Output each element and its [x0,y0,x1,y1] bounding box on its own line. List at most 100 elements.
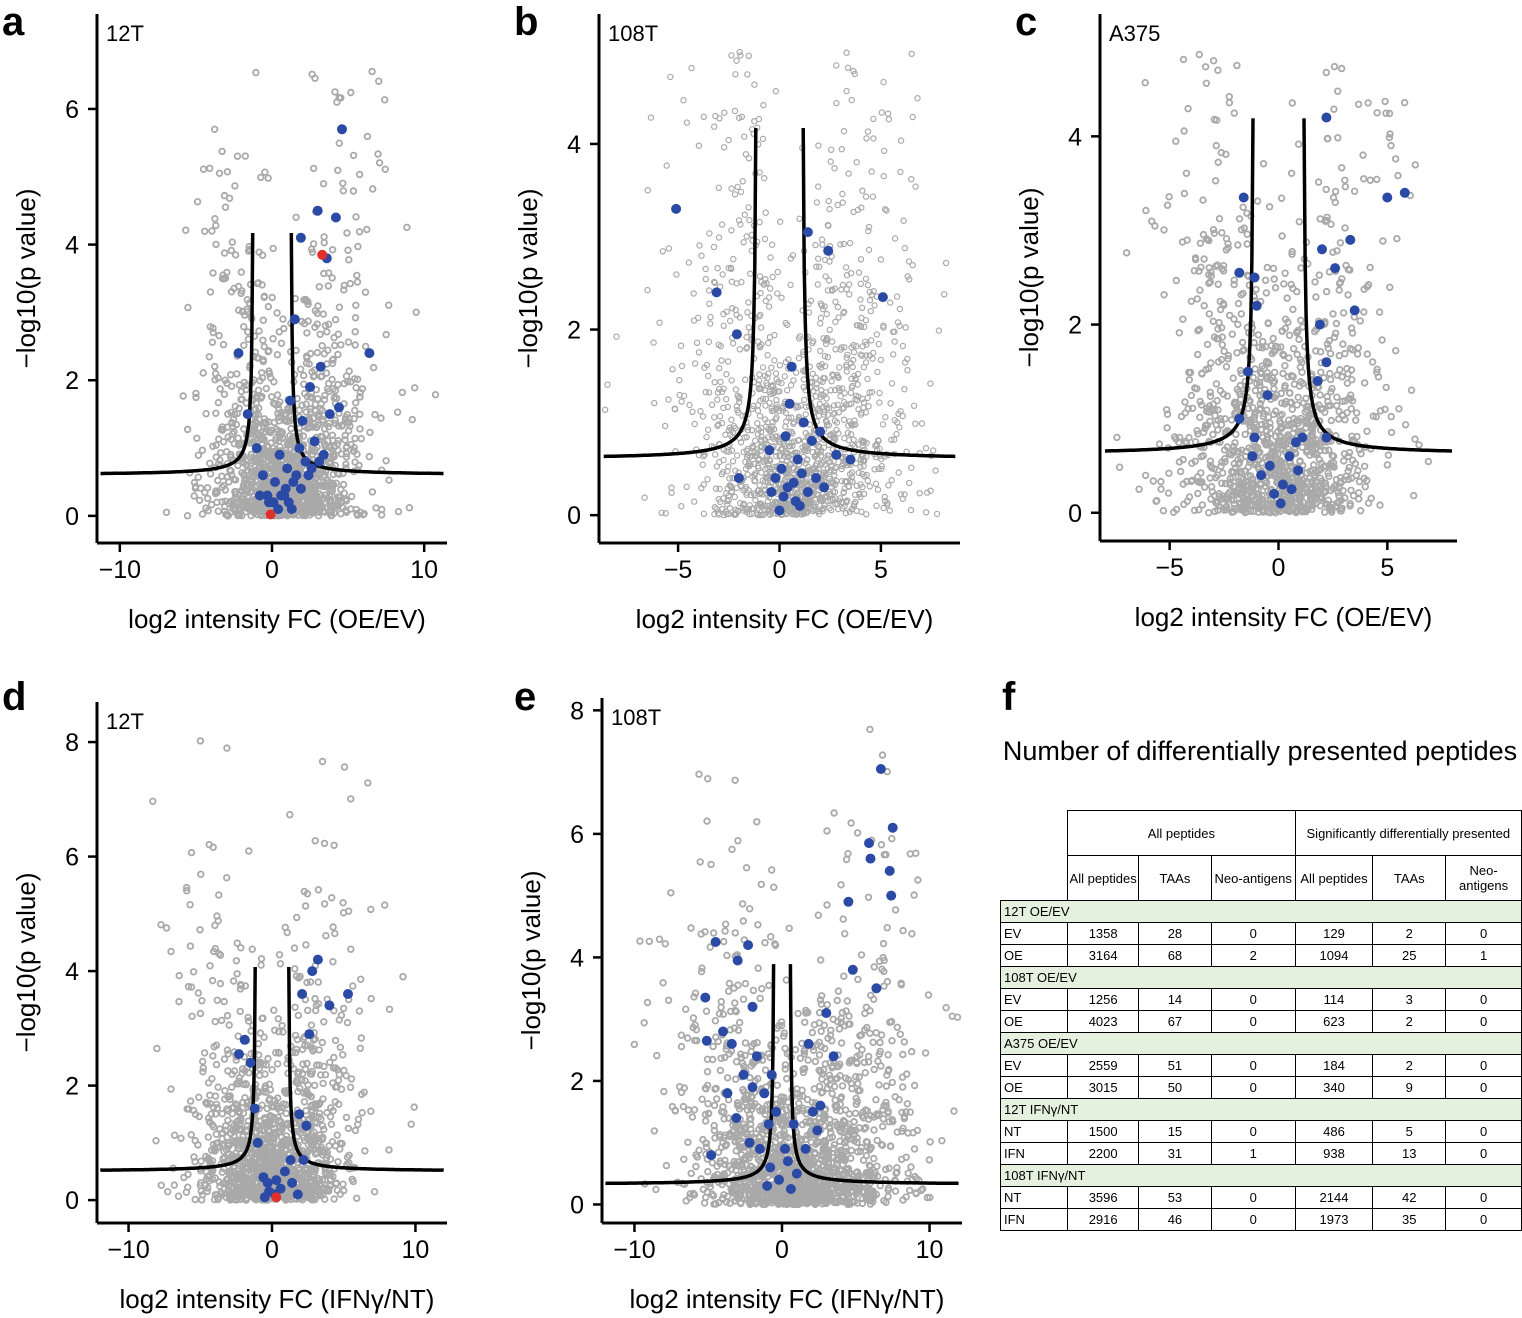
peptide-point [276,443,284,451]
peptide-point [895,469,902,476]
peptide-point [839,505,846,512]
peptide-point [1299,507,1308,515]
peptide-point [1234,456,1242,464]
peptide-point [1339,340,1347,348]
peptide-point [1311,327,1319,336]
peptide-point [1378,336,1386,344]
peptide-point [1157,485,1165,493]
peptide-point [1353,409,1361,417]
peptide-point [690,498,698,505]
peptide-point [215,331,223,340]
peptide-point [1200,302,1208,310]
taa-point [733,473,744,483]
peptide-point [810,387,817,395]
peptide-point [263,442,271,450]
peptide-point [835,505,842,513]
peptide-point [745,155,753,162]
taa-point [1321,357,1332,368]
peptide-point [669,366,676,373]
peptide-point [365,452,373,461]
peptide-point [1341,182,1350,191]
peptide-point [1340,457,1348,465]
peptide-point [1209,57,1218,65]
peptide-point [332,479,340,487]
peptide-point [183,425,192,434]
peptide-point [1190,506,1199,515]
peptide-point [1312,293,1320,301]
peptide-point [1293,329,1301,337]
peptide-point [273,391,282,399]
peptide-point [1258,344,1267,352]
peptide-point [315,283,323,291]
peptide-point [350,444,358,452]
peptide-point [1217,421,1226,429]
peptide-point [690,290,697,297]
peptide-point [737,188,745,196]
peptide-point [839,190,846,198]
peptide-point [1155,440,1164,448]
peptide-point [251,456,259,464]
peptide-point [1196,286,1204,294]
peptide-point [1209,430,1217,439]
peptide-point [1217,324,1226,332]
peptide-point [773,414,780,421]
peptide-point [786,508,793,515]
peptide-point [206,470,215,478]
peptide-point [818,236,826,243]
peptide-point [1334,87,1342,95]
peptide-point [874,486,882,493]
peptide-point [1323,213,1331,221]
peptide-point [340,489,349,497]
peptide-point [791,449,799,456]
peptide-point [318,1122,327,1130]
peptide-point [1391,155,1400,163]
peptide-point [162,924,171,932]
peptide-point [225,194,234,202]
peptide-point [306,408,315,416]
peptide-point [333,98,341,106]
peptide-point [699,461,706,468]
peptide-point [850,503,858,510]
peptide-point [385,1146,393,1154]
peptide-point [791,471,798,478]
peptide-point [284,406,292,414]
peptide-point [885,115,893,123]
peptide-point [813,381,820,388]
peptide-point [398,388,406,397]
peptide-point [1251,386,1260,395]
peptide-point [258,374,267,382]
y-tick-label: 4 [567,131,581,159]
peptide-point [1210,229,1218,237]
peptide-point [1242,447,1250,456]
peptide-point [1393,234,1401,243]
peptide-point [1341,224,1349,232]
peptide-point [755,377,763,384]
peptide-point [319,180,328,188]
peptide-point [896,424,903,431]
peptide-point [804,498,811,505]
significance-threshold-left [1105,118,1255,453]
peptide-point [1302,424,1310,432]
peptide-point [1336,239,1345,247]
peptide-point [236,985,245,993]
peptide-point [342,1113,351,1122]
peptide-point [346,279,354,288]
y-tick-label: 0 [1068,500,1082,528]
peptide-point [1305,441,1313,449]
peptide-point [347,945,355,953]
peptide-point [747,491,755,499]
peptide-point [1294,393,1302,401]
peptide-cloud [601,48,950,519]
peptide-point [1213,335,1221,343]
peptide-point [859,470,866,478]
peptide-point [1159,507,1168,515]
peptide-point [1206,388,1214,396]
peptide-point [821,501,828,509]
peptide-point [881,205,889,213]
peptide-point [762,395,770,403]
peptide-point [704,372,712,380]
peptide-point [184,303,192,312]
peptide-point [1310,450,1318,458]
peptide-point [1186,368,1195,377]
peptide-point [833,463,840,471]
